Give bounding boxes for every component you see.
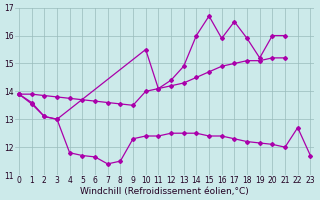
X-axis label: Windchill (Refroidissement éolien,°C): Windchill (Refroidissement éolien,°C) <box>80 187 249 196</box>
